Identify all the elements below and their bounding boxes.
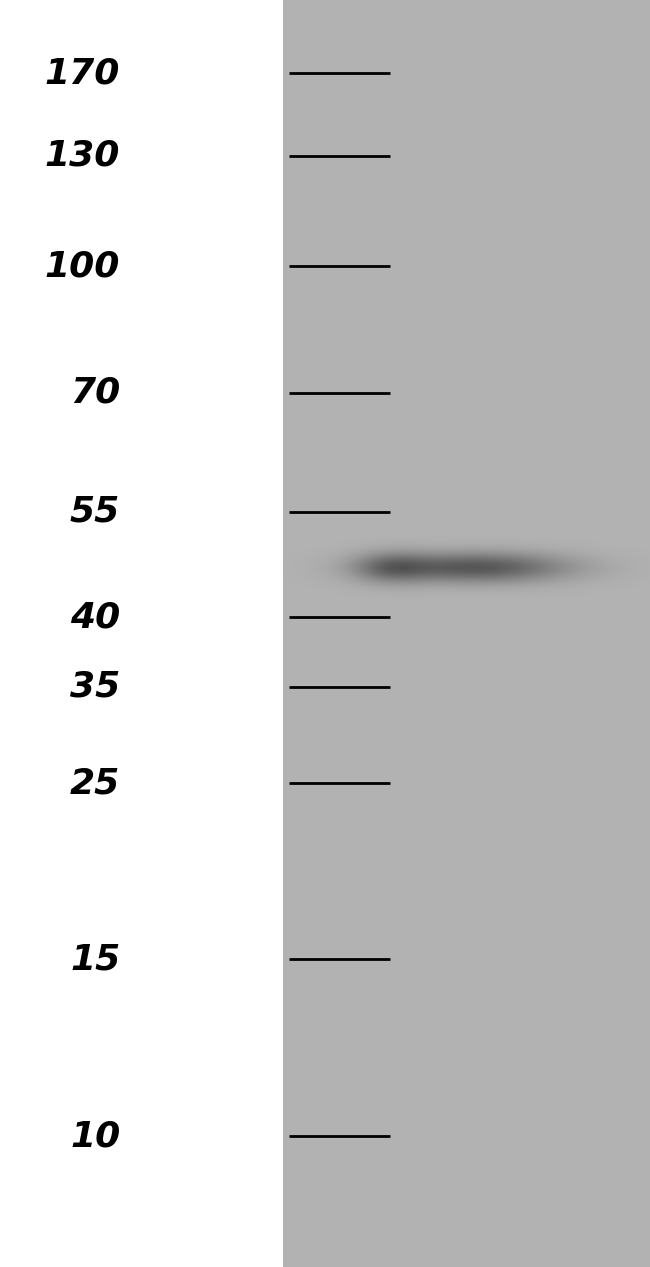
Text: 130: 130 <box>45 139 120 172</box>
Text: 55: 55 <box>70 495 120 528</box>
Text: 35: 35 <box>70 670 120 703</box>
Text: 70: 70 <box>70 376 120 409</box>
Text: 25: 25 <box>70 767 120 799</box>
Text: 100: 100 <box>45 250 120 283</box>
Text: 170: 170 <box>45 57 120 90</box>
Text: 40: 40 <box>70 601 120 634</box>
Text: 10: 10 <box>70 1120 120 1153</box>
Bar <box>283 0 650 1267</box>
Text: 15: 15 <box>70 943 120 976</box>
